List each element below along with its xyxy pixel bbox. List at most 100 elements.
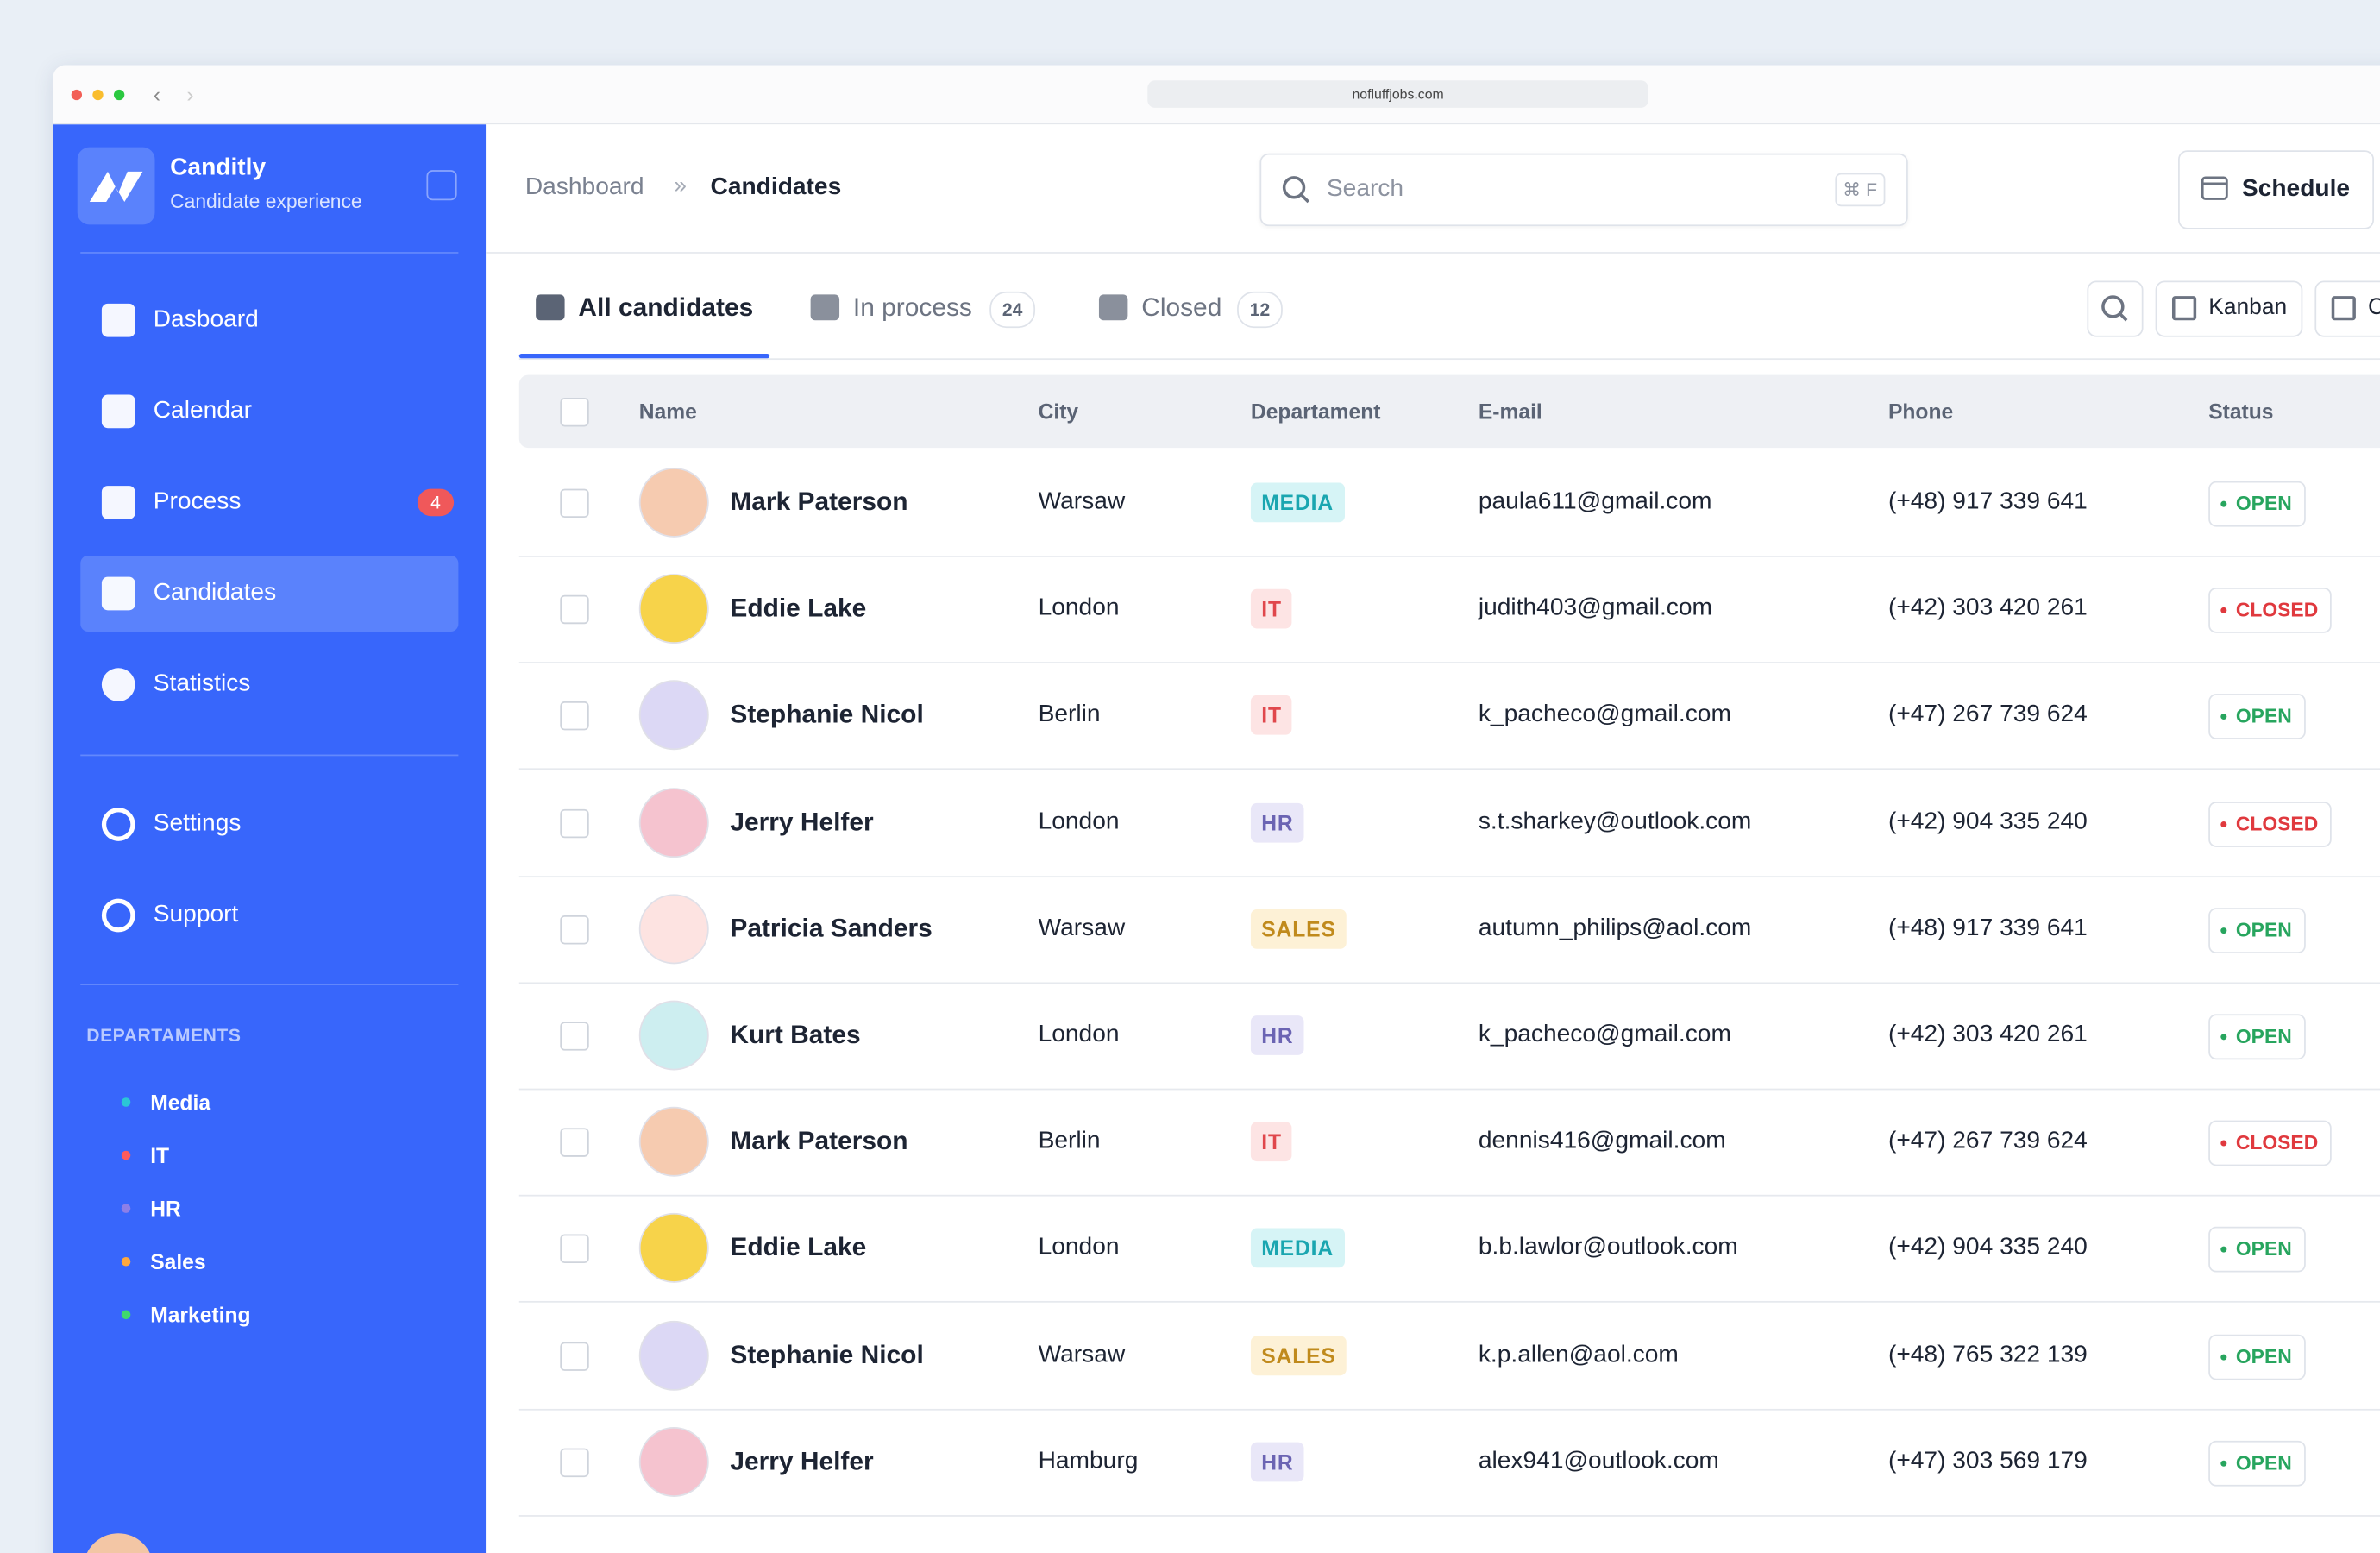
user-avatar [83,1533,154,1553]
row-divider [518,556,2380,557]
view-button[interactable]: Kanban [2155,280,2303,337]
divider [80,754,459,757]
nav-item[interactable]: Statistics [153,670,251,697]
schedule-label: Schedule [2241,176,2351,203]
email: k_pacheco@gmail.com [1478,1022,1731,1048]
tab-underline [518,353,770,359]
breadcrumb-link[interactable]: Dashboard [524,174,644,201]
checkbox[interactable] [560,1022,589,1051]
checkbox[interactable] [560,1448,589,1477]
column-header[interactable]: E-mail [1478,399,1542,424]
nav-item[interactable]: Calendar [153,398,252,424]
search-icon [1282,176,1310,204]
column-header[interactable]: City [1038,399,1079,424]
checkbox[interactable] [560,915,589,945]
phone: (+42) 303 420 261 [1887,1022,2088,1048]
schedule-button[interactable]: Schedule [2178,150,2375,229]
forward[interactable]: › [186,82,194,107]
checkbox[interactable] [560,398,589,427]
row-divider [518,1514,2380,1517]
tab[interactable]: In process [852,292,972,323]
candidate-name[interactable]: Kurt Bates [730,1020,861,1049]
checkbox[interactable] [560,1235,589,1264]
candidate-name[interactable]: Mark Paterson [730,487,908,517]
department-dot [121,1150,131,1160]
checkbox[interactable] [560,1341,589,1371]
checkbox[interactable] [560,488,589,519]
department-dot [121,1204,131,1213]
view-label[interactable]: Ca [2368,293,2380,324]
workspace-switch[interactable] [426,170,457,201]
divider [80,252,459,254]
tagline: Candidate experience [170,189,362,213]
department-item[interactable]: Marketing [150,1302,251,1327]
tab[interactable]: Closed [1141,292,1222,323]
tab-count: 12 [1237,291,1283,329]
candidate-name[interactable]: Jerry Helfer [730,1446,874,1475]
nav-item[interactable]: Settings [153,810,242,837]
department-badge: SALES [1250,1335,1347,1375]
view-icon [2331,296,2356,321]
department-item[interactable]: HR [150,1196,181,1221]
candidate-name[interactable]: Stephanie Nicol [730,1340,924,1369]
logo-mark [89,171,143,203]
candidate-name[interactable]: Eddie Lake [730,594,867,623]
status-badge: OPEN [2208,1227,2306,1273]
avatar [638,1107,709,1178]
column-header[interactable]: Status [2208,399,2274,424]
nav-icon [101,486,135,519]
checkbox[interactable] [560,595,589,625]
checkbox[interactable] [560,1128,589,1158]
back[interactable]: ‹ [153,82,160,107]
logo [77,147,155,225]
avatar [638,1426,709,1497]
view-label[interactable]: Kanban [2208,294,2288,321]
table-search[interactable] [2087,280,2144,337]
status-dot [2220,607,2227,614]
city: Hamburg [1038,1448,1139,1474]
divider [80,984,459,985]
phone: (+48) 765 322 139 [1887,1341,2088,1368]
url: nofluffjobs.com [1352,86,1444,102]
avatar [638,574,709,644]
search-box[interactable]: Search ⌘ F [1259,153,1908,227]
checkbox[interactable] [560,808,589,838]
city: London [1038,808,1120,835]
nav-icon [101,808,135,841]
nav-item[interactable]: Dasboard [153,306,259,333]
tab-icon [810,294,840,321]
column-header[interactable]: Phone [1887,399,1954,424]
tab-icon [536,294,565,321]
department-dot [121,1310,131,1320]
min-dot[interactable] [92,89,104,101]
department-badge: SALES [1250,909,1347,949]
candidate-name[interactable]: Eddie Lake [730,1233,867,1262]
department-item[interactable]: IT [150,1142,170,1168]
nav-item[interactable]: Process [153,488,242,515]
candidate-name[interactable]: Mark Paterson [730,1126,908,1156]
url-bar[interactable]: nofluffjobs.com [1147,80,1648,108]
candidate-name[interactable]: Stephanie Nicol [730,700,924,730]
nav-icon [101,898,135,933]
close-dot[interactable] [71,89,83,101]
candidate-name[interactable]: Patricia Sanders [730,913,933,943]
nav-item[interactable]: Candidates [153,580,277,607]
view-button[interactable]: Ca [2314,280,2380,337]
email: alex941@outlook.com [1478,1448,1719,1474]
max-dot[interactable] [113,89,125,101]
phone: (+42) 904 335 240 [1887,1235,2088,1261]
column-header[interactable]: Departament [1250,399,1381,424]
avatar [638,467,709,538]
row-divider [518,1301,2380,1304]
candidate-name[interactable]: Jerry Helfer [730,807,874,836]
column-header[interactable]: Name [638,399,697,424]
checkbox[interactable] [560,701,589,732]
department-item[interactable]: Media [150,1090,211,1115]
row-divider [518,662,2380,664]
nav-item[interactable]: Support [153,902,239,928]
department-item[interactable]: Sales [150,1249,206,1274]
email: paula611@gmail.com [1478,488,1712,515]
row-divider [518,982,2380,984]
tab[interactable]: All candidates [578,292,754,323]
status-dot [2220,714,2227,720]
